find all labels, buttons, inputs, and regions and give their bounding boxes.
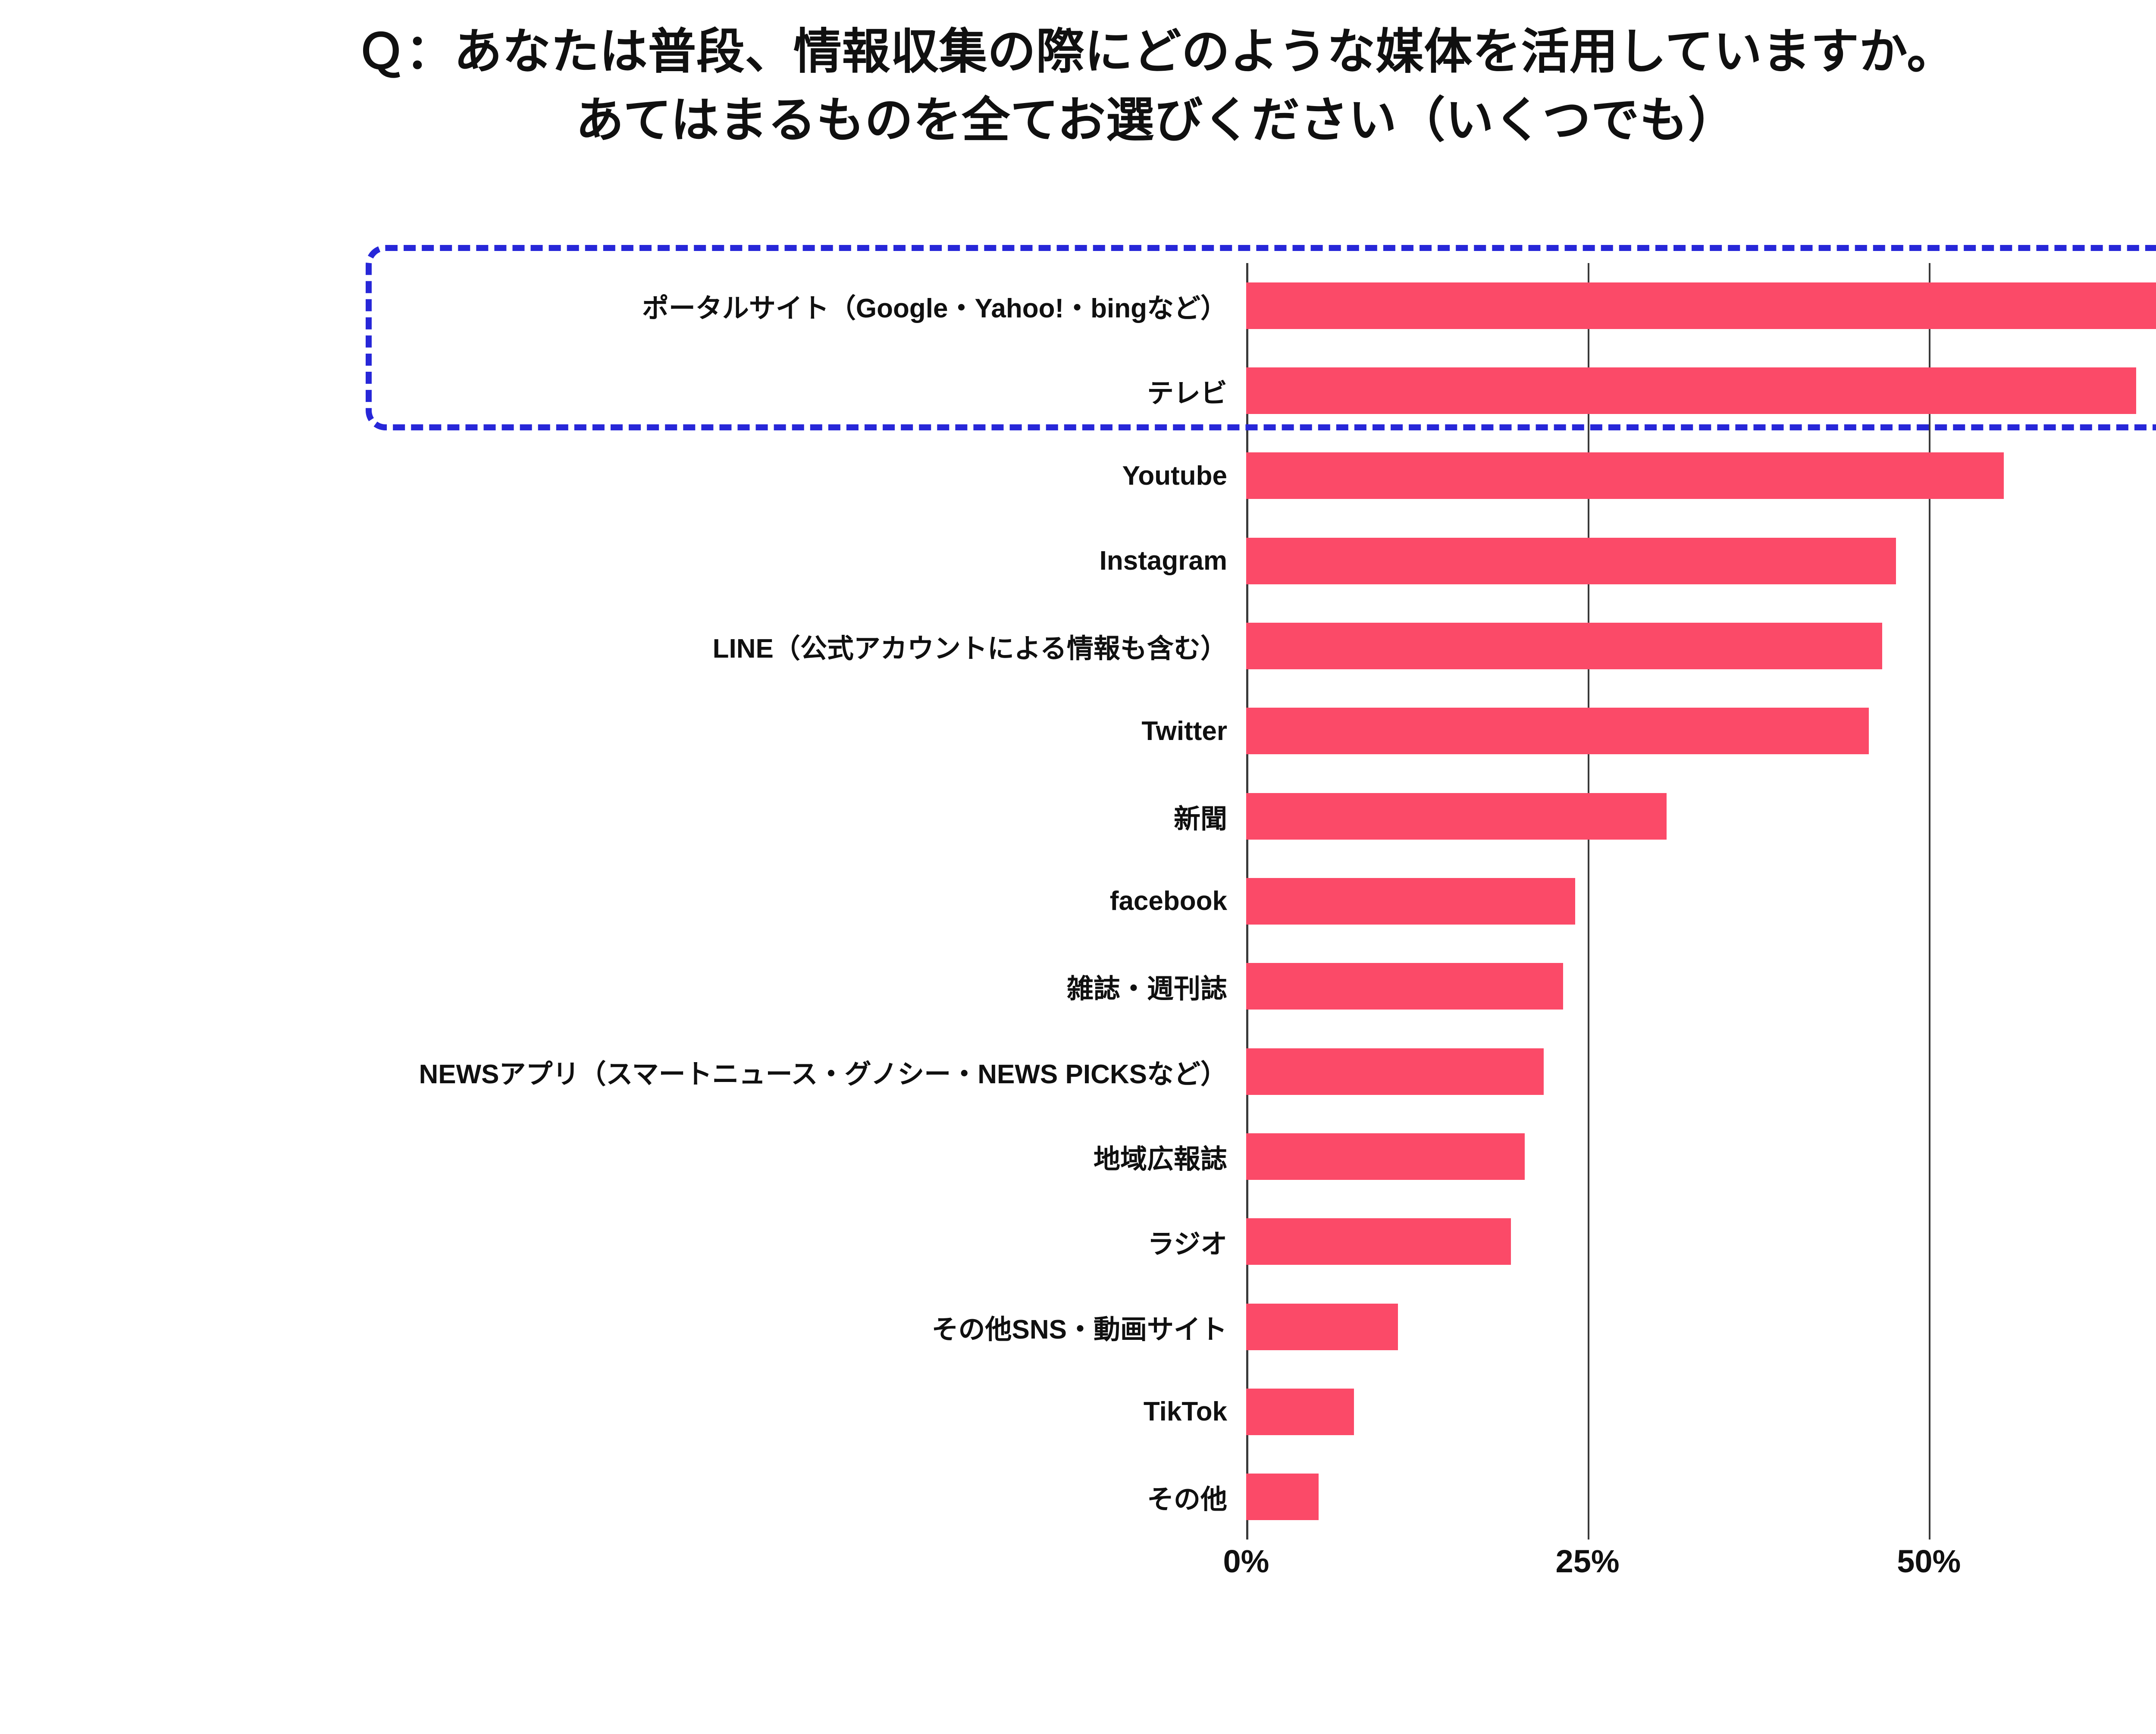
plot-area	[1246, 263, 2156, 1540]
bar[interactable]	[1246, 1048, 1544, 1095]
gridline-50	[1929, 263, 1931, 1540]
title-line-2: あてはまるものを全てお選びください（いくつでも）	[575, 93, 1737, 147]
table-row	[1246, 518, 2156, 603]
category-label: 新聞	[1173, 804, 1227, 834]
bar[interactable]	[1246, 963, 1563, 1010]
category-label: その他	[1147, 1485, 1227, 1515]
category-label: Twitter	[1141, 716, 1227, 746]
table-row	[1246, 1369, 2156, 1454]
table-row	[1246, 433, 2156, 518]
bar[interactable]	[1246, 1474, 1319, 1521]
bar[interactable]	[1246, 282, 2156, 329]
table-row	[1246, 1199, 2156, 1284]
table-row	[1246, 774, 2156, 859]
bar[interactable]	[1246, 793, 1667, 840]
bar[interactable]	[1246, 1303, 1398, 1350]
bar[interactable]	[1246, 367, 2136, 414]
bar[interactable]	[1246, 708, 1869, 755]
bar-chart: ポータルサイト（Google・Yahoo!・bingなど） テレビ Youtub…	[0, 224, 2156, 1639]
category-label: 地域広報誌	[1093, 1144, 1227, 1174]
category-label: LINE（公式アカウントによる情報も含む）	[712, 633, 1227, 664]
x-axis-tick-labels: 0% 25% 50% 75%	[1223, 1543, 2156, 1586]
bar[interactable]	[1246, 878, 1575, 925]
title-line-1: Ｑ：あなたは普段、情報収集の際にどのような媒体を活用していますか。	[357, 25, 1955, 78]
bar[interactable]	[1246, 452, 2004, 499]
category-label: Youtube	[1122, 461, 1227, 491]
x-tick-label: 25%	[1555, 1543, 1620, 1579]
category-label: ポータルサイト（Google・Yahoo!・bingなど）	[642, 293, 1227, 323]
table-row	[1246, 1029, 2156, 1114]
category-label: Instagram	[1099, 546, 1227, 576]
category-label: NEWSアプリ（スマートニュース・グノシー・NEWS PICKSなど）	[419, 1059, 1227, 1089]
bar-rows	[1246, 263, 2156, 1540]
page-title: Ｑ：あなたは普段、情報収集の際にどのような媒体を活用していますか。 あてはまるも…	[0, 17, 2156, 154]
category-label: テレビ	[1147, 378, 1227, 408]
category-label: facebook	[1109, 886, 1227, 916]
table-row	[1246, 944, 2156, 1029]
category-label-column: ポータルサイト（Google・Yahoo!・bingなど） テレビ Youtub…	[0, 263, 1238, 1540]
category-label: 雑誌・週刊誌	[1066, 974, 1227, 1004]
table-row	[1246, 348, 2156, 433]
table-row	[1246, 603, 2156, 688]
table-row	[1246, 1284, 2156, 1369]
bar[interactable]	[1246, 537, 1896, 584]
bar[interactable]	[1246, 1388, 1354, 1435]
category-label: ラジオ	[1147, 1229, 1227, 1260]
table-row	[1246, 1455, 2156, 1540]
x-tick-label: 50%	[1897, 1543, 1961, 1579]
category-label: TikTok	[1143, 1397, 1227, 1427]
gridline-25	[1587, 263, 1589, 1540]
table-row	[1246, 689, 2156, 774]
bar[interactable]	[1246, 1218, 1511, 1265]
table-row	[1246, 859, 2156, 944]
category-label: その他SNS・動画サイト	[931, 1314, 1227, 1345]
x-tick-label: 0%	[1223, 1543, 1269, 1579]
table-row	[1246, 1114, 2156, 1199]
bar[interactable]	[1246, 622, 1882, 669]
bar[interactable]	[1246, 1133, 1525, 1180]
table-row	[1246, 263, 2156, 348]
